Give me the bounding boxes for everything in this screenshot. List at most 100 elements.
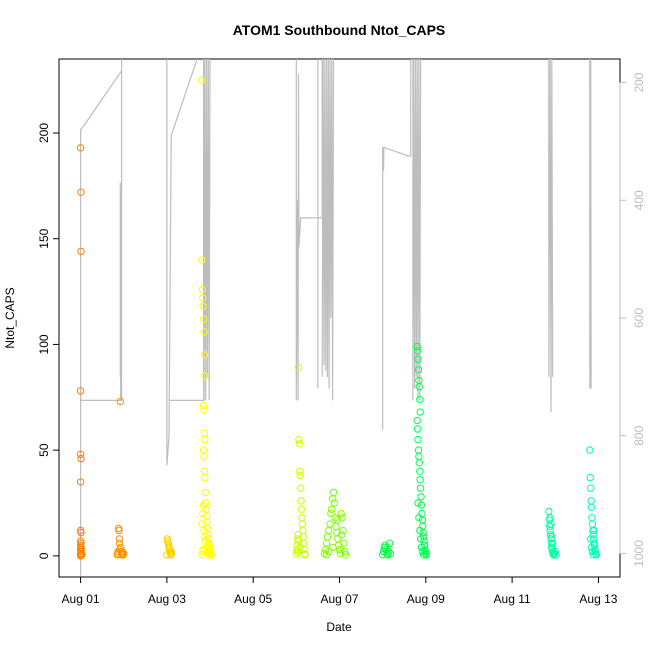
data-point-9-16 (587, 535, 595, 543)
data-point-0-8 (77, 528, 85, 537)
data-point-4-7 (295, 440, 304, 448)
data-point-7-5 (415, 383, 423, 391)
data-point-4-8 (296, 467, 304, 475)
data-point-6-5 (383, 550, 391, 558)
data-point-7-17 (417, 493, 425, 501)
data-point-3-44 (199, 501, 208, 509)
data-point-1-5 (115, 535, 124, 543)
data-point-5-22 (341, 547, 349, 556)
data-point-7-36 (419, 551, 428, 559)
data-point-5-14 (334, 535, 342, 543)
data-point-7-33 (416, 535, 425, 543)
data-point-3-40 (204, 550, 213, 558)
altitude-line-2-0 (295, 59, 323, 401)
data-point-4-15 (299, 526, 307, 535)
data-point-1-8 (116, 397, 125, 406)
data-point-4-11 (297, 497, 305, 505)
data-point-8-16 (547, 520, 555, 528)
data-point-5-23 (341, 551, 350, 559)
data-point-6-3 (381, 541, 389, 549)
y2-tick-label-0: 200 (632, 72, 646, 92)
data-point-4-13 (298, 514, 306, 522)
data-point-0-6 (76, 478, 85, 486)
y-axis: 0 50 100 150 200 (37, 123, 59, 559)
x-tick-label-6: Aug 13 (579, 592, 617, 606)
data-point-5-5 (326, 520, 334, 528)
data-point-9-17 (587, 543, 596, 552)
data-point-3-17 (201, 488, 210, 497)
data-point-8-18 (549, 539, 557, 547)
data-point-3-0 (197, 76, 206, 84)
data-point-5-25 (325, 547, 333, 556)
x-tick-label-3: Aug 07 (320, 592, 358, 606)
data-point-9-4 (587, 503, 596, 511)
data-point-5-21 (340, 539, 348, 547)
data-point-7-8 (413, 416, 421, 425)
x-tick-label-4: Aug 09 (407, 592, 445, 606)
data-point-3-9 (199, 402, 208, 410)
data-point-5-8 (328, 495, 337, 503)
x-axis: Aug 01 Aug 03 Aug 05 Aug 07 Aug 09 Aug 11 Aug … (62, 576, 618, 606)
y-tick-label-3: 150 (37, 228, 51, 248)
data-point-4-18 (300, 545, 308, 554)
data-point-9-5 (588, 514, 596, 522)
data-point-3-15 (200, 467, 209, 475)
data-point-1-4 (115, 526, 123, 535)
data-point-7-0 (413, 342, 421, 351)
data-point-9-3 (587, 497, 595, 505)
data-point-0-3 (76, 387, 85, 395)
data-point-5-19 (338, 514, 346, 522)
data-point-3-13 (199, 446, 208, 454)
data-point-5-17 (336, 550, 345, 558)
data-point-5-6 (327, 509, 335, 518)
data-point-0-0 (76, 144, 85, 152)
data-point-4-10 (297, 484, 305, 492)
altitude-line-2-1 (321, 59, 335, 401)
data-point-7-10 (414, 435, 422, 444)
altitude-line-1-1 (169, 59, 211, 401)
x-tick-label-1: Aug 03 (148, 592, 186, 606)
data-point-3-5 (199, 315, 208, 323)
data-point-7-35 (418, 547, 427, 556)
data-point-4-6 (295, 435, 303, 444)
secondary-y-axis: 200 400 600 800 1000 (619, 72, 646, 567)
data-point-5-27 (333, 516, 341, 524)
data-point-6-0 (379, 551, 387, 559)
data-point-9-0 (586, 446, 594, 454)
data-point-5-10 (330, 499, 338, 507)
data-point-4-5 (294, 364, 303, 372)
data-point-5-20 (339, 526, 347, 535)
altitude-lines (80, 59, 592, 576)
data-point-3-20 (202, 512, 211, 520)
x-axis-label: Date (326, 620, 352, 634)
data-point-3-2 (198, 285, 207, 294)
data-point-6-8 (385, 539, 394, 547)
data-point-7-12 (415, 452, 423, 461)
data-point-7-32 (416, 526, 424, 535)
data-point-3-3 (199, 294, 207, 302)
y2-tick-label-1: 400 (632, 190, 646, 210)
data-point-5-28 (338, 531, 346, 539)
data-point-7-1 (413, 347, 422, 355)
data-point-7-15 (416, 476, 424, 484)
altitude-line-0-1 (80, 59, 123, 401)
data-point-7-9 (413, 425, 422, 433)
data-point-0-20 (76, 552, 85, 560)
data-point-3-8 (201, 372, 209, 380)
data-point-7-7 (416, 408, 424, 416)
data-point-5-9 (329, 488, 338, 497)
data-point-7-13 (415, 459, 423, 467)
data-point-9-19 (589, 551, 597, 559)
data-point-9-18 (588, 547, 597, 556)
data-point-3-1 (198, 256, 206, 264)
data-point-7-14 (416, 467, 424, 475)
data-point-7-16 (416, 484, 425, 492)
data-point-8-4 (546, 531, 555, 539)
data-point-7-6 (416, 395, 424, 404)
data-point-7-11 (414, 446, 423, 454)
y2-tick-label-2: 600 (632, 308, 646, 328)
data-point-3-42 (198, 520, 206, 528)
data-point-7-2 (414, 355, 422, 363)
data-point-0-4 (76, 450, 85, 459)
